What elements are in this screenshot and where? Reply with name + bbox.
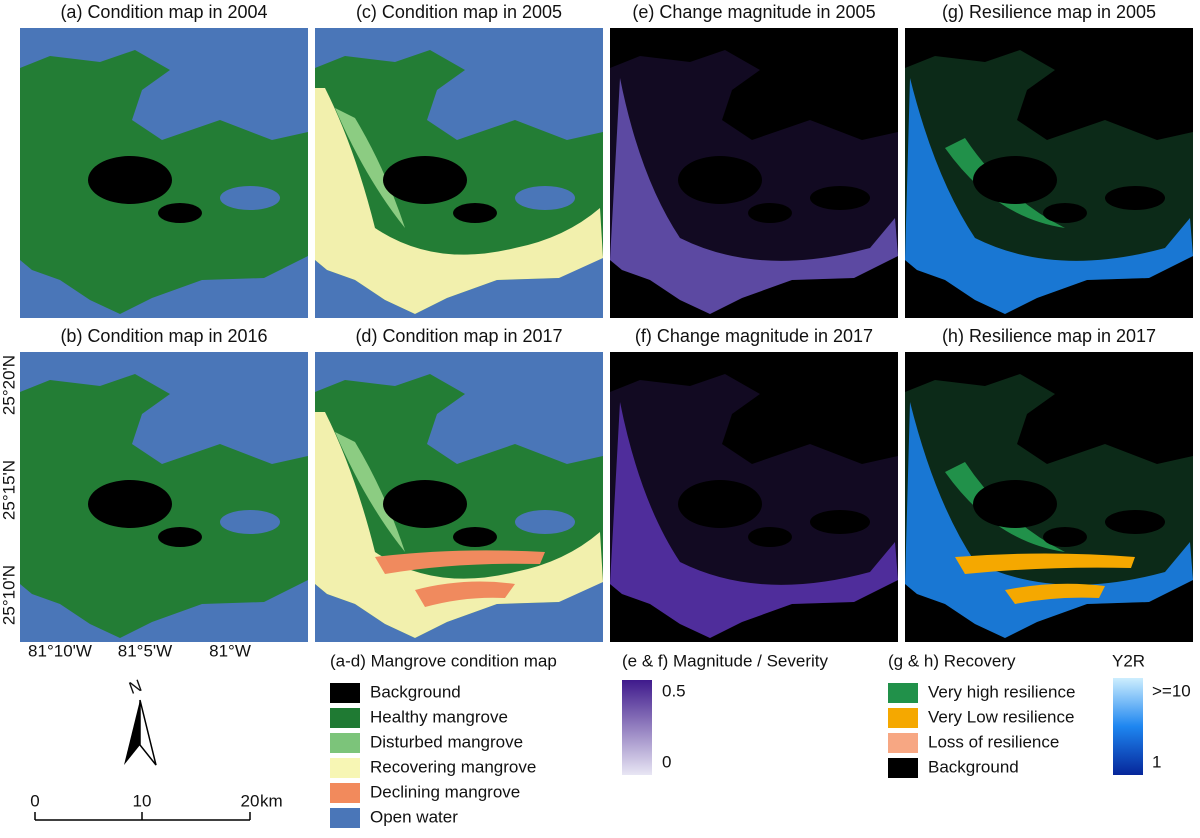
water-body <box>220 510 280 534</box>
legend-label: Healthy mangrove <box>370 707 508 726</box>
colorbar-label: 0.5 <box>662 681 686 700</box>
background-patch <box>748 527 792 547</box>
panel-title: (d) Condition map in 2017 <box>355 326 562 346</box>
legend-swatch <box>330 708 360 728</box>
legend-label: Very high resilience <box>928 682 1075 701</box>
background-patch <box>678 156 762 204</box>
legend-swatch <box>330 808 360 828</box>
background-patch <box>383 480 467 528</box>
map-panel <box>905 28 1193 318</box>
legend-label: Background <box>928 757 1019 776</box>
panel-title: (a) Condition map in 2004 <box>60 2 267 22</box>
resilience-zone <box>905 402 1193 638</box>
legend-title: (e & f) Magnitude / Severity <box>622 651 828 670</box>
low-resilience-zone <box>955 553 1135 604</box>
y2r-colorbar <box>1113 678 1143 775</box>
recovering-zone <box>315 412 603 638</box>
legend-title: (g & h) Recovery <box>888 651 1016 670</box>
map-panel <box>315 352 603 642</box>
legend-label: Disturbed mangrove <box>370 732 523 751</box>
legend-label: Declining mangrove <box>370 782 520 801</box>
declining-zone <box>375 550 545 607</box>
water-body <box>515 186 575 210</box>
background-patch <box>88 156 172 204</box>
longitude-label: 81°10'W <box>28 641 92 660</box>
map-panel <box>905 352 1193 642</box>
background-patch <box>973 480 1057 528</box>
background-patch <box>453 203 497 223</box>
legend-swatch <box>330 758 360 778</box>
scale-bar: 0 10 20 km <box>30 791 283 821</box>
background-patch <box>748 203 792 223</box>
panel-title: (b) Condition map in 2016 <box>60 326 267 346</box>
panel-title: (h) Resilience map in 2017 <box>942 326 1156 346</box>
magnitude-zone <box>610 402 898 638</box>
panel-title: (g) Resilience map in 2005 <box>942 2 1156 22</box>
legend-title: (a-d) Mangrove condition map <box>330 651 557 670</box>
latitude-label: 25°10'N <box>0 565 18 625</box>
legend-label: Recovering mangrove <box>370 757 536 776</box>
water-body <box>220 186 280 210</box>
map-panel <box>610 352 898 642</box>
background-patch <box>1043 527 1087 547</box>
disturbed-zone <box>335 432 405 552</box>
longitude-label: 81°W <box>209 641 251 660</box>
background-patch <box>1043 203 1087 223</box>
legend-swatch <box>888 758 918 778</box>
magnitude-zone <box>610 78 898 314</box>
legend-swatch <box>330 733 360 753</box>
water-body <box>1105 186 1165 210</box>
scale-label: 20 <box>241 791 260 810</box>
legend-swatch <box>888 733 918 753</box>
map-panel <box>610 28 898 318</box>
high-resilience-zone <box>945 138 1065 228</box>
background-patch <box>678 480 762 528</box>
water-body <box>515 510 575 534</box>
longitude-label: 81°5'W <box>118 641 172 660</box>
north-label: N <box>126 676 144 698</box>
scale-unit: km <box>260 791 283 810</box>
latitude-label: 25°20'N <box>0 355 18 415</box>
panel-title: (e) Change magnitude in 2005 <box>632 2 875 22</box>
disturbed-zone <box>335 108 405 228</box>
water-body <box>810 510 870 534</box>
background-patch <box>158 527 202 547</box>
panel-title: (c) Condition map in 2005 <box>356 2 562 22</box>
background-patch <box>383 156 467 204</box>
background-patch <box>973 156 1057 204</box>
colorbar-label: 0 <box>662 752 671 771</box>
scale-label: 0 <box>30 791 39 810</box>
water-body <box>810 186 870 210</box>
recovering-zone <box>315 88 603 314</box>
map-panel <box>20 352 308 642</box>
background-patch <box>88 480 172 528</box>
legend-label: Open water <box>370 807 458 826</box>
resilience-zone <box>905 78 1193 314</box>
magnitude-colorbar <box>622 680 652 775</box>
high-resilience-zone <box>945 462 1065 552</box>
legend-swatch <box>330 683 360 703</box>
background-patch <box>158 203 202 223</box>
panel-title: (f) Change magnitude in 2017 <box>635 326 873 346</box>
water-body <box>1105 510 1165 534</box>
map-panel <box>20 28 308 318</box>
legend-label: Background <box>370 682 461 701</box>
colorbar-label: 1 <box>1152 752 1161 771</box>
legend-swatch <box>888 683 918 703</box>
background-patch <box>453 527 497 547</box>
legend-swatch <box>330 783 360 803</box>
north-arrow: N <box>124 676 157 766</box>
colorbar-label: >=10 <box>1152 681 1191 700</box>
map-panel <box>315 28 603 318</box>
legend-label: Loss of resilience <box>928 732 1059 751</box>
legend-swatch <box>888 708 918 728</box>
legend-title: Y2R <box>1112 651 1145 670</box>
scale-label: 10 <box>133 791 152 810</box>
latitude-label: 25°15'N <box>0 460 18 520</box>
legend-label: Very Low resilience <box>928 707 1074 726</box>
